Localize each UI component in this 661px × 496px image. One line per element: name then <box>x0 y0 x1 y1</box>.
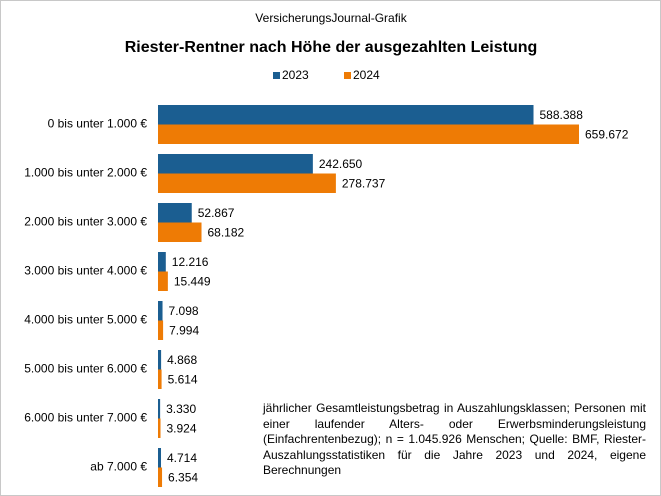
value-label: 5.614 <box>168 372 198 386</box>
footnote: jährlicher Gesamtleistungsbetrag in Ausz… <box>263 401 646 477</box>
bar <box>158 467 163 487</box>
bar <box>158 448 162 468</box>
value-label: 3.924 <box>167 421 197 435</box>
legend-label: 2023 <box>282 68 309 82</box>
value-label: 52.867 <box>198 206 235 220</box>
value-label: 68.182 <box>208 225 245 239</box>
y-tick-label: 6.000 bis unter 7.000 € <box>24 411 147 425</box>
bar <box>158 203 192 223</box>
legend-swatch <box>344 72 351 79</box>
bar <box>158 369 162 389</box>
value-label: 12.216 <box>172 255 209 269</box>
value-label: 588.388 <box>540 108 584 122</box>
legend-swatch <box>273 72 280 79</box>
bar <box>158 271 168 291</box>
value-label: 278.737 <box>342 176 386 190</box>
bar <box>158 252 166 272</box>
bar <box>158 154 313 174</box>
value-label: 7.994 <box>169 323 199 337</box>
value-label: 3.330 <box>166 402 196 416</box>
value-label: 242.650 <box>319 157 363 171</box>
y-tick-label: 3.000 bis unter 4.000 € <box>24 264 147 278</box>
bar <box>158 301 163 321</box>
y-tick-label: 4.000 bis unter 5.000 € <box>24 313 147 327</box>
bar <box>158 124 579 144</box>
bar <box>158 222 202 242</box>
y-tick-label: 1.000 bis unter 2.000 € <box>24 166 147 180</box>
y-tick-label: 0 bis unter 1.000 € <box>48 117 148 131</box>
bar <box>158 105 534 125</box>
bar <box>158 173 336 193</box>
legend-label: 2024 <box>353 68 380 82</box>
value-label: 659.672 <box>585 127 629 141</box>
value-label: 4.714 <box>167 451 197 465</box>
chart-subtitle: VersicherungsJournal-Grafik <box>255 11 407 25</box>
value-label: 6.354 <box>168 470 198 484</box>
bar <box>158 399 161 419</box>
value-label: 7.098 <box>169 304 199 318</box>
y-tick-label: ab 7.000 € <box>90 460 147 474</box>
value-label: 4.868 <box>167 353 197 367</box>
value-label: 15.449 <box>174 274 211 288</box>
bar <box>158 418 161 438</box>
chart-title: Riester-Rentner nach Höhe der ausgezahlt… <box>125 39 538 56</box>
y-tick-label: 5.000 bis unter 6.000 € <box>24 362 147 376</box>
bar <box>158 350 162 370</box>
bar <box>158 320 164 340</box>
y-tick-label: 2.000 bis unter 3.000 € <box>24 215 147 229</box>
